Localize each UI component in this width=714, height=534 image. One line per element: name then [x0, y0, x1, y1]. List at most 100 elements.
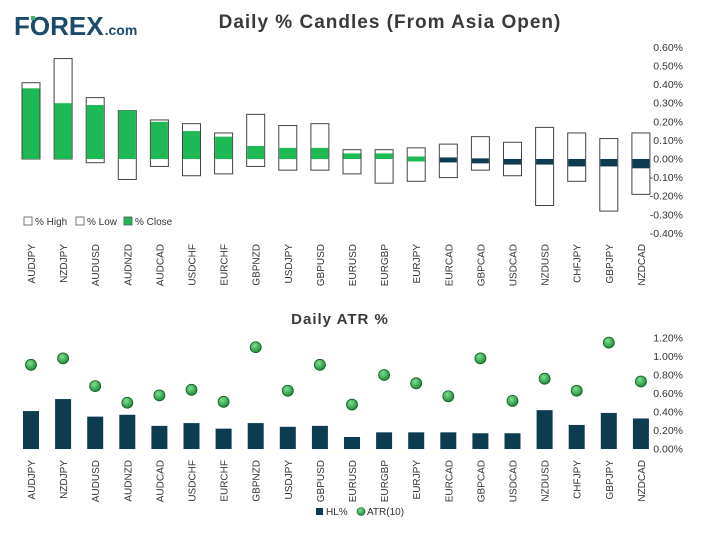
hl-bar-chfjpy [568, 424, 585, 449]
range-box-eurusd [342, 149, 362, 175]
legend-label-atr: ATR(10) [367, 507, 404, 518]
atr-chart: AUDJPY NZDJPY AUDUSD AUDNZD AUDCAD USDCHF EURC… [23, 333, 683, 518]
close-bar-gbpusd [311, 147, 329, 159]
atr-x-label-eurchf: EURCHF [220, 460, 231, 502]
x-label-audnzd: AUDNZD [123, 244, 134, 286]
atr-dot-gbpjpy [602, 336, 615, 349]
y-tick-0-10: 0.10% [653, 135, 683, 147]
hl-bar-usdchf [183, 423, 200, 449]
atr-y-tick-0-20: 0.20% [653, 425, 683, 437]
forex-logo: FOREX.com [14, 11, 137, 41]
atr-x-label-audcad: AUDCAD [155, 460, 166, 502]
x-label-nzdcad: NZDCAD [637, 244, 648, 286]
atr-x-label-eurgbp: EURGBP [380, 460, 391, 503]
hl-bar-nzdcad [632, 418, 649, 449]
legend-swatch-atr [356, 507, 366, 516]
atr-dot-eurcad [442, 390, 455, 403]
hl-bar-usdcad [504, 433, 521, 449]
atr-y-tick-0-60: 0.60% [653, 388, 683, 400]
atr-x-label-audusd: AUDUSD [91, 460, 102, 502]
range-box-gbpcad [470, 136, 490, 171]
x-label-nzdusd: NZDUSD [541, 244, 552, 286]
atr-y-tick-1-00: 1.00% [653, 351, 683, 363]
hl-bar-eurusd [344, 436, 360, 449]
atr-chart-title: Daily ATR % [291, 311, 389, 328]
legend-label-close: % Close [135, 217, 173, 228]
hl-bar-gbpcad [472, 433, 489, 449]
x-label-eurgbp: EURGBP [380, 244, 391, 287]
atr-dot-audcad [153, 389, 166, 402]
y-tick-0-40: 0.40% [653, 79, 683, 91]
close-bar-usdjpy [279, 147, 297, 159]
y-tick-0-20: -0.20% [650, 191, 683, 203]
atr-dot-eurgbp [378, 369, 391, 381]
atr-dot-nzdjpy [57, 352, 69, 365]
x-label-gbpcad: GBPCAD [476, 244, 487, 286]
y-tick-0-10: -0.10% [650, 172, 683, 184]
atr-x-label-nzdcad: NZDCAD [637, 460, 648, 502]
range-box-gbpjpy [599, 138, 619, 212]
close-bar-chfjpy [568, 159, 586, 167]
x-label-usdjpy: USDJPY [284, 244, 295, 284]
atr-dot-audnzd [121, 396, 134, 409]
x-label-eurcad: EURCAD [444, 244, 455, 286]
hl-bar-gbpjpy [600, 412, 617, 449]
atr-x-label-gbpcad: GBPCAD [476, 460, 487, 502]
x-label-audusd: AUDUSD [91, 244, 102, 286]
atr-dot-nzdusd [538, 372, 551, 385]
hl-bar-audcad [151, 425, 168, 449]
logo-suffix: .com [105, 22, 138, 38]
x-label-eurjpy: EURJPY [412, 244, 423, 284]
x-label-eurusd: EURUSD [348, 244, 359, 286]
hl-bar-gbpusd [311, 425, 328, 449]
close-bar-gbpcad [471, 158, 489, 164]
legend-label-low: % Low [87, 217, 118, 228]
atr-y-tick-0-40: 0.40% [653, 407, 683, 419]
hl-bar-audusd [87, 416, 104, 449]
atr-x-label-eurusd: EURUSD [348, 460, 359, 502]
atr-x-label-gbpjpy: GBPJPY [605, 460, 616, 500]
candles-chart-title: Daily % Candles (From Asia Open) [219, 12, 562, 33]
atr-dot-gbpcad [474, 352, 487, 365]
x-label-chfjpy: CHFJPY [573, 244, 584, 283]
x-label-nzdjpy: NZDJPY [59, 244, 70, 283]
atr-dot-gbpnzd [249, 341, 262, 354]
legend-swatch-hl [316, 508, 323, 515]
x-label-gbpnzd: GBPNZD [252, 244, 263, 286]
close-bar-audjpy [22, 88, 40, 159]
x-label-gbpjpy: GBPJPY [605, 244, 616, 284]
hl-bar-gbpnzd [247, 423, 264, 449]
close-bar-eurgbp [375, 153, 393, 159]
close-bar-gbpjpy [600, 159, 618, 167]
atr-dot-usdjpy [281, 384, 294, 397]
legend-swatch-high [23, 216, 33, 226]
logo-rest: REX [50, 11, 104, 41]
atr-y-tick-1-20: 1.20% [653, 333, 683, 345]
y-tick-0-30: 0.30% [653, 98, 683, 110]
legend-swatch-close [123, 216, 133, 226]
x-label-usdcad: USDCAD [509, 244, 520, 286]
close-bar-usdchf [183, 131, 200, 159]
hl-bar-eurgbp [376, 432, 393, 449]
x-label-audcad: AUDCAD [155, 244, 166, 286]
hl-bar-audnzd [119, 414, 136, 449]
hl-bar-eurjpy [408, 432, 425, 449]
close-bar-eurusd [343, 153, 361, 159]
hl-bar-nzdusd [536, 410, 553, 449]
atr-x-label-nzdjpy: NZDJPY [59, 460, 70, 499]
logo-o: O [30, 11, 50, 41]
hl-bar-eurcad [440, 432, 457, 449]
y-tick-0-00: 0.00% [653, 154, 683, 166]
range-box-nzdusd [535, 126, 555, 206]
close-bar-gbpnzd [247, 145, 265, 159]
logo-accent-dot [31, 16, 35, 20]
hl-bar-nzdjpy [55, 399, 72, 449]
x-label-usdchf: USDCHF [188, 244, 199, 286]
hl-bar-eurchf [215, 428, 232, 449]
hl-bar-audjpy [23, 411, 39, 449]
atr-dot-gbpusd [313, 358, 326, 371]
atr-x-label-eurcad: EURCAD [444, 460, 455, 502]
atr-x-label-chfjpy: CHFJPY [573, 460, 584, 499]
close-bar-eurchf [215, 136, 233, 159]
